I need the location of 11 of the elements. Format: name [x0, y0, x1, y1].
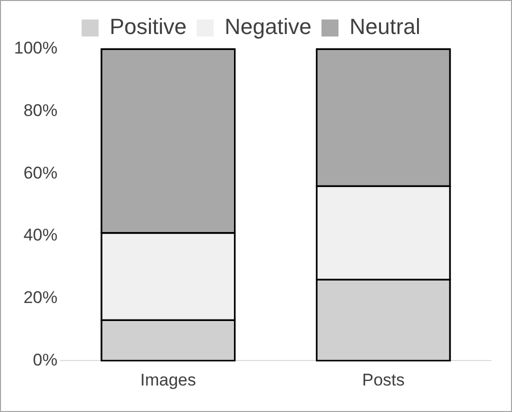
y-tick-label: 60% [23, 163, 58, 182]
x-tick-label: Images [140, 370, 196, 390]
legend-label: Neutral [349, 14, 420, 40]
y-tick-label: 80% [23, 101, 58, 120]
legend-label: Positive [110, 14, 187, 40]
y-tick-label: 20% [23, 288, 58, 307]
x-tick-label: Posts [362, 370, 405, 390]
y-tick-label: 0% [32, 350, 58, 370]
legend-label: Negative [224, 14, 312, 40]
y-tick-label: 40% [23, 226, 58, 245]
y-tick-label: 100% [14, 38, 58, 58]
